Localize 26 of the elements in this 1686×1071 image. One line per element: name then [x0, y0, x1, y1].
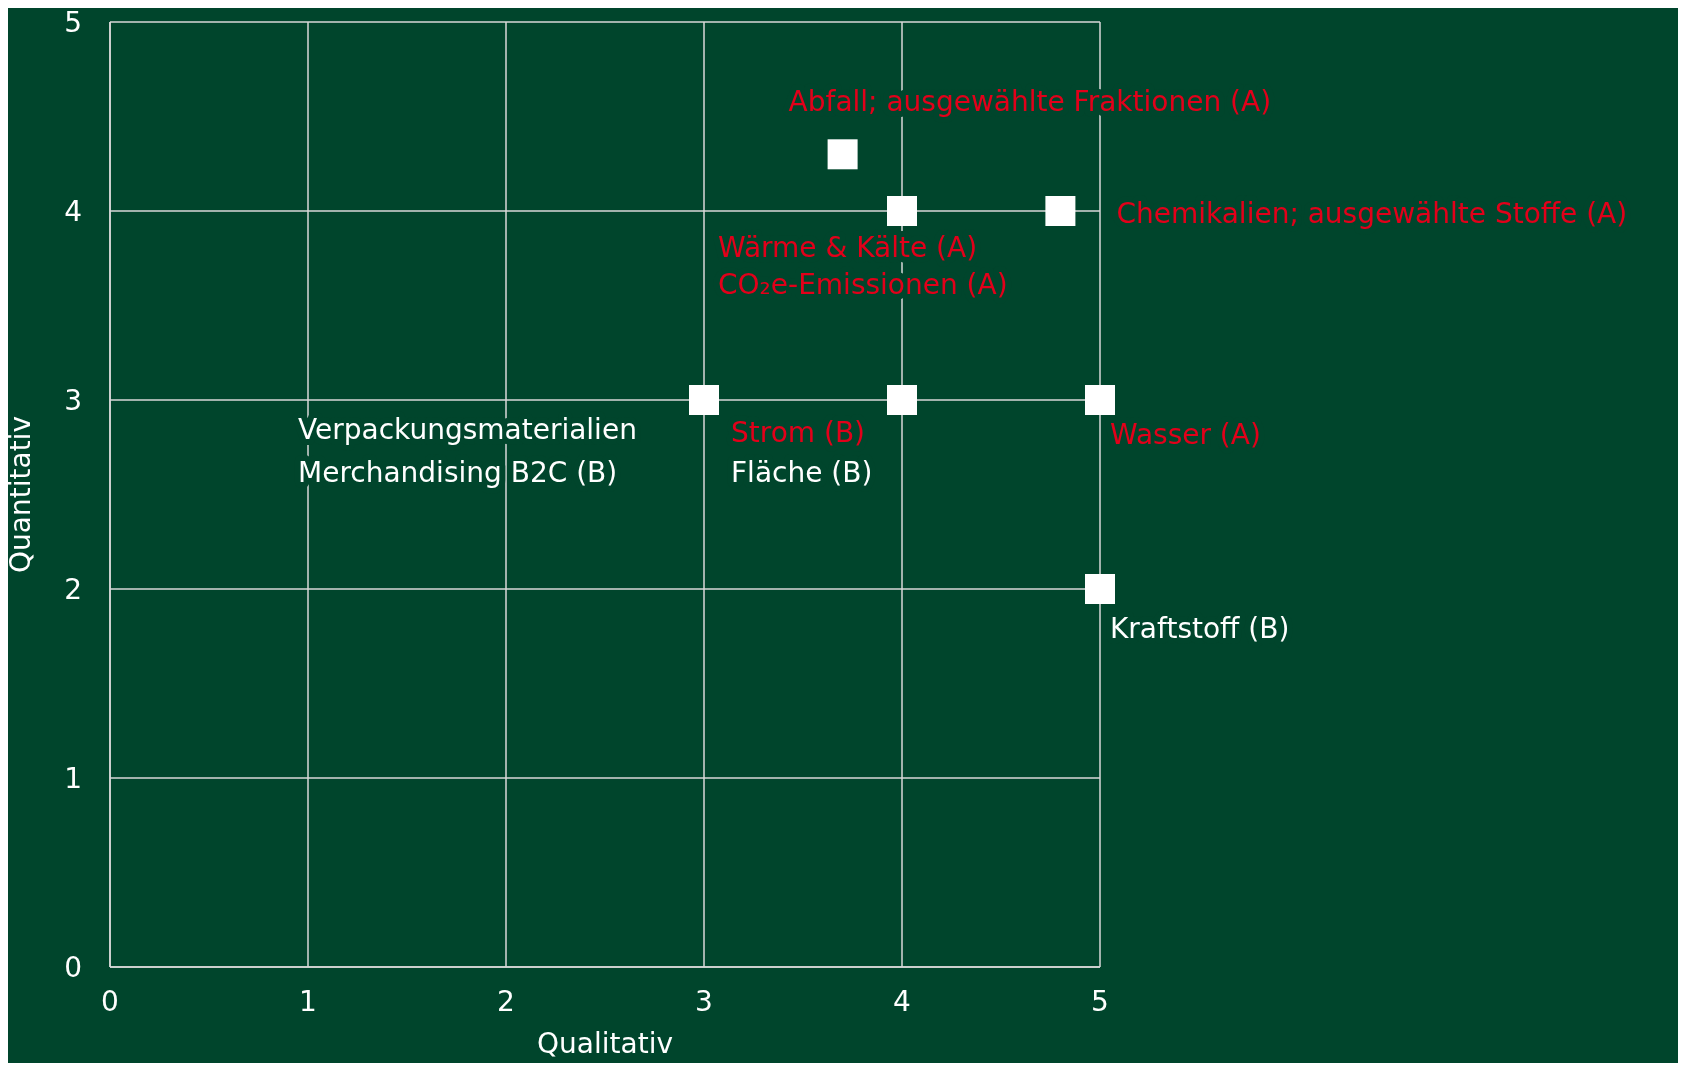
point [689, 385, 719, 415]
y-tick-label: 2 [64, 572, 82, 606]
annotation: Kraftstoff (B) [1110, 612, 1290, 645]
x-tick-label: 3 [695, 984, 713, 1018]
annotation: Fläche (B) [731, 456, 873, 489]
x-tick-label: 5 [1091, 984, 1109, 1018]
y-tick-label: 1 [64, 761, 82, 795]
point [887, 385, 917, 415]
y-axis-title: Quantitativ [3, 416, 37, 573]
x-tick-label: 1 [299, 984, 317, 1018]
point [827, 139, 858, 170]
point [1085, 385, 1115, 415]
x-tick-label: 0 [101, 984, 119, 1018]
y-tick-label: 3 [64, 383, 82, 417]
x-tick-label: 4 [893, 984, 911, 1018]
x-tick-label: 2 [497, 984, 515, 1018]
point [887, 196, 917, 226]
point [1045, 196, 1076, 226]
y-tick-label: 4 [64, 194, 82, 228]
y-tick-label: 5 [64, 5, 82, 39]
y-tick-label: 0 [64, 950, 82, 984]
annotation: Wasser (A) [1110, 418, 1261, 451]
annotation: Strom (B) [731, 416, 866, 449]
point [1085, 574, 1115, 604]
x-axis-title: Qualitativ [537, 1027, 673, 1060]
annotation: Chemikalien; ausgewählte Stoffe (A) [1116, 197, 1628, 230]
